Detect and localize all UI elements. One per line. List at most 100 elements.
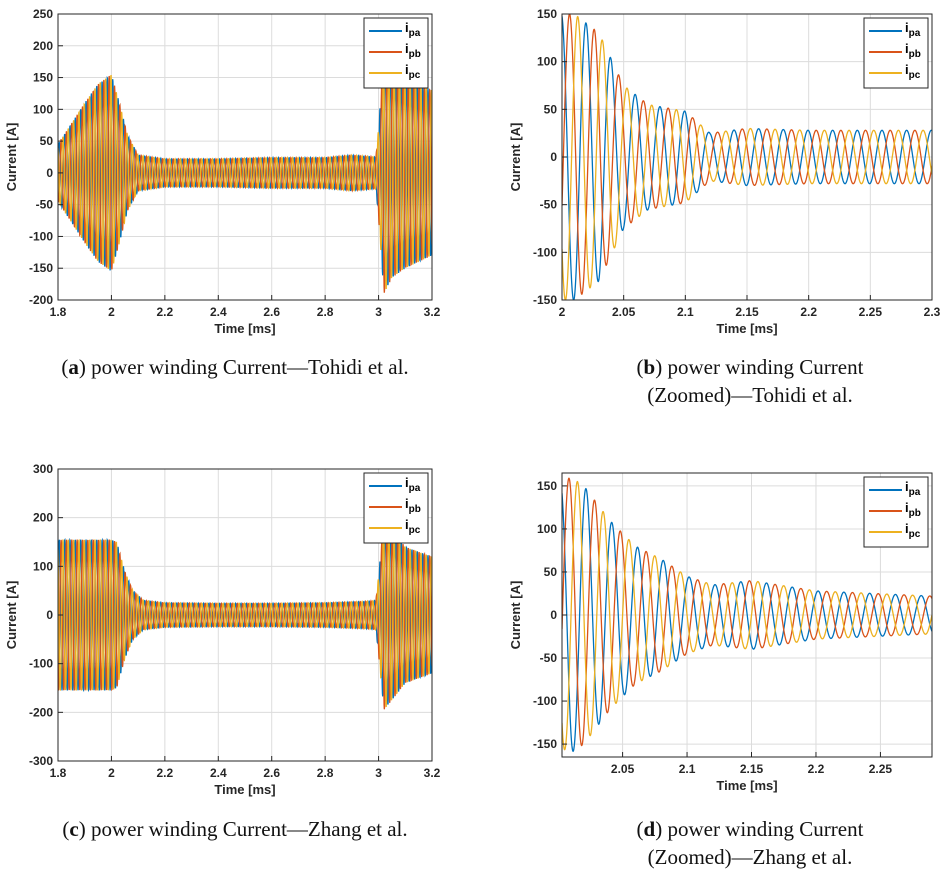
y-tick-label: 200 xyxy=(33,511,53,525)
y-tick-label: 100 xyxy=(33,559,53,573)
x-tick-label: 2.3 xyxy=(924,305,941,319)
caption-b-letter: b xyxy=(643,355,656,379)
y-tick-label: 50 xyxy=(544,102,558,116)
y-tick-label: 0 xyxy=(46,166,53,180)
chart-panel-d: 2.05 2.1 2.15 2.2 2.25 -150 -100 -50 0 50 100 150 Ti… xyxy=(480,460,943,805)
y-tick-label: 0 xyxy=(550,608,557,622)
series-line-ipb xyxy=(562,477,932,747)
x-tick-label: 2 xyxy=(108,305,115,319)
x-axis-label: Time [ms] xyxy=(214,321,275,336)
x-tick-label: 2.2 xyxy=(808,762,825,776)
caption-a: (a) power winding Current—Tohidi et al. xyxy=(61,355,409,379)
caption-d-letter: d xyxy=(643,817,656,841)
y-tick-label: 100 xyxy=(33,102,53,116)
caption-d-text-1: power winding Current xyxy=(667,817,864,841)
caption-d-text-2: (Zoomed)—Zhang et al. xyxy=(647,845,853,869)
legend-label-ipa: ipa xyxy=(405,475,421,494)
x-tick-label: 2.25 xyxy=(869,762,893,776)
x-tick-label: 2.4 xyxy=(210,305,227,319)
series-line-ipc xyxy=(58,524,432,708)
legend-label-ipc: ipc xyxy=(405,517,421,536)
y-tick-label: -100 xyxy=(29,657,53,671)
x-tick-label: 2.6 xyxy=(263,305,280,319)
x-tick-label: 3.2 xyxy=(424,305,441,319)
series-line-ipa xyxy=(562,16,932,300)
y-tick-label: 50 xyxy=(544,565,558,579)
y-axis-label: Current [A] xyxy=(4,123,19,192)
x-tick-label: 2.8 xyxy=(317,766,334,780)
caption-c-letter: c xyxy=(69,817,79,841)
x-tick-label: 2.05 xyxy=(612,305,636,319)
x-tick-label: 2.05 xyxy=(611,762,635,776)
chart-b: 2 2.05 2.1 2.15 2.2 2.25 2.3 -150 -100 -50 0 50 100 1… xyxy=(508,7,941,336)
y-tick-label: -50 xyxy=(540,198,558,212)
x-tick-label: 1.8 xyxy=(50,766,67,780)
x-tick-label: 2.25 xyxy=(859,305,883,319)
y-tick-label: -100 xyxy=(29,229,53,243)
x-tick-label: 2.1 xyxy=(679,762,696,776)
y-tick-label: 300 xyxy=(33,462,53,476)
series-line-ipa xyxy=(58,54,432,286)
legend: ipa ipb ipc xyxy=(863,476,929,548)
y-tick-label: 100 xyxy=(537,55,557,69)
legend-label-ipa: ipa xyxy=(905,20,921,39)
y-tick-label: 150 xyxy=(537,7,557,21)
x-axis-label: Time [ms] xyxy=(716,778,777,793)
series-line-ipb xyxy=(58,58,432,293)
legend-label-ipa: ipa xyxy=(405,20,421,39)
chart-c: 1.8 2 2.2 2.4 2.6 2.8 3 3.2 -300 -200 -100 0 100 200 3… xyxy=(4,462,441,797)
legend-label-ipc: ipc xyxy=(905,521,921,540)
y-tick-label: -100 xyxy=(533,245,557,259)
y-tick-label: -50 xyxy=(540,651,558,665)
y-tick-label: -150 xyxy=(533,737,557,751)
y-tick-label: 100 xyxy=(537,522,557,536)
y-tick-label: -300 xyxy=(29,754,53,768)
caption-b-text-2: (Zoomed)—Tohidi et al. xyxy=(647,383,853,407)
legend-label-ipb: ipb xyxy=(905,500,921,519)
caption-c: (c) power winding Current—Zhang et al. xyxy=(62,817,408,841)
x-tick-label: 2.6 xyxy=(263,766,280,780)
y-tick-label: -50 xyxy=(36,198,54,212)
chart-d: 2.05 2.1 2.15 2.2 2.25 -150 -100 -50 0 50 100 150 Ti… xyxy=(508,472,933,793)
y-tick-label: 0 xyxy=(550,150,557,164)
y-tick-label: -200 xyxy=(29,705,53,719)
y-tick-label: 50 xyxy=(40,134,54,148)
series-line-ipa xyxy=(58,521,432,705)
caption-a-letter: a xyxy=(68,355,79,379)
x-tick-label: 2.15 xyxy=(735,305,759,319)
y-axis-label: Current [A] xyxy=(508,123,523,192)
x-tick-label: 2.2 xyxy=(157,766,174,780)
caption-c-text: power winding Current—Zhang et al. xyxy=(90,817,408,841)
series-line-ipc xyxy=(58,58,432,290)
x-axis-label: Time [ms] xyxy=(716,321,777,336)
legend-label-ipa: ipa xyxy=(905,479,921,498)
chart-a: 1.8 2 2.2 2.4 2.6 2.8 3 3.2 -200 -150 -100 -50 0 50 10… xyxy=(4,7,441,336)
x-tick-label: 2 xyxy=(559,305,566,319)
y-axis-label: Current [A] xyxy=(508,581,523,650)
y-tick-label: -150 xyxy=(533,293,557,307)
x-tick-label: 2.8 xyxy=(317,305,334,319)
legend-label-ipb: ipb xyxy=(405,41,421,60)
x-tick-label: 3.2 xyxy=(424,766,441,780)
x-tick-label: 2.2 xyxy=(157,305,174,319)
legend: ipa ipb ipc xyxy=(863,17,929,89)
x-tick-label: 2.4 xyxy=(210,766,227,780)
legend-label-ipc: ipc xyxy=(905,62,921,81)
x-tick-label: 1.8 xyxy=(50,305,67,319)
chart-panel-c: 1.8 2 2.2 2.4 2.6 2.8 3 3.2 -300 -200 -100 0 100 200 3… xyxy=(0,460,460,805)
x-tick-label: 2.15 xyxy=(740,762,764,776)
axes-box xyxy=(57,13,433,301)
series-line-ipc xyxy=(562,480,932,751)
y-tick-label: 0 xyxy=(46,608,53,622)
chart-panel-b: 2 2.05 2.1 2.15 2.2 2.25 2.3 -150 -100 -50 0 50 100 1… xyxy=(480,0,943,340)
series-line-ipb xyxy=(58,524,432,710)
legend: ipa ipb ipc xyxy=(363,472,429,544)
x-tick-label: 3 xyxy=(375,766,382,780)
series-line-ipa xyxy=(562,487,932,753)
y-tick-label: 200 xyxy=(33,39,53,53)
x-axis-label: Time [ms] xyxy=(214,782,275,797)
legend-label-ipb: ipb xyxy=(405,496,421,515)
x-tick-label: 2.2 xyxy=(800,305,817,319)
y-tick-label: 150 xyxy=(537,479,557,493)
